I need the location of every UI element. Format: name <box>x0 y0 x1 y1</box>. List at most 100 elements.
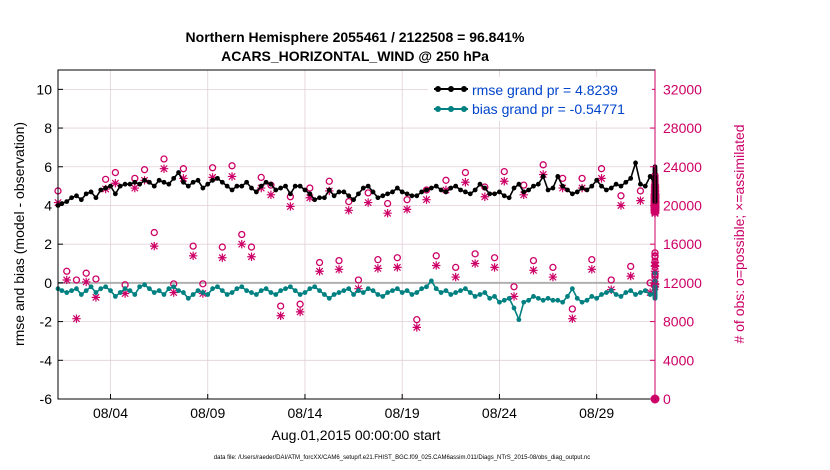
obs-possible-marker <box>335 256 343 265</box>
bias-point <box>433 286 439 292</box>
rmse-point <box>268 181 274 187</box>
obs-assimilated-marker <box>402 205 412 214</box>
obs-possible-marker <box>72 276 81 284</box>
bias-point <box>608 288 614 294</box>
rmse-point <box>258 183 264 189</box>
bias-point <box>200 290 206 295</box>
obs-possible-marker <box>354 276 363 284</box>
rmse-point <box>98 187 104 193</box>
rmse-point <box>312 197 318 203</box>
bias-point <box>404 288 410 294</box>
rmse-point <box>438 187 444 193</box>
rmse-point <box>618 183 624 189</box>
bias-point <box>501 297 507 303</box>
legend-rmse-label: rmse grand pr = 4.8239 <box>472 82 618 98</box>
bias-point <box>472 294 478 299</box>
obs-assimilated-marker <box>509 292 519 301</box>
bias-point <box>273 292 279 297</box>
bias-point <box>253 292 259 297</box>
left-axis-tick-label: 6 <box>44 159 52 175</box>
rmse-point <box>365 183 371 189</box>
footnote: data file: /Users/raeder/DAI/ATM_forcXX/… <box>214 455 590 461</box>
obs-assimilated-marker <box>636 196 645 205</box>
rmse-point <box>156 177 162 183</box>
bias-point <box>424 284 429 290</box>
rmse-point <box>492 191 497 197</box>
rmse-point <box>161 179 167 185</box>
rmse-point <box>404 191 410 197</box>
rmse-point <box>501 193 507 199</box>
bias-point <box>360 290 366 295</box>
bias-point <box>244 288 250 294</box>
right-axis-tick-label: 8000 <box>663 314 694 330</box>
rmse-point <box>467 191 473 197</box>
left-axis-tick-label: 4 <box>44 197 52 213</box>
bias-point <box>346 286 352 292</box>
bias-point <box>322 292 327 297</box>
bias-point <box>336 290 342 295</box>
rmse-point <box>642 183 648 189</box>
rmse-point <box>185 183 191 189</box>
obs-assimilated-marker <box>150 241 159 251</box>
left-axis: -6 -4 -2 0 2 4 6 8 10 <box>36 81 63 407</box>
bias-point <box>263 286 269 292</box>
bias-point <box>613 292 619 297</box>
rmse-point <box>628 175 634 181</box>
rmse-point <box>331 193 337 199</box>
bias-point <box>540 297 546 303</box>
bias-point <box>574 295 580 301</box>
bias-point <box>428 278 434 284</box>
rmse-point <box>190 179 196 185</box>
bias-point <box>516 317 522 323</box>
bias-point <box>297 292 303 297</box>
obs-assimilated-marker <box>363 198 373 207</box>
rmse-point <box>103 185 109 191</box>
rmse-point <box>409 193 415 199</box>
rmse-point <box>569 191 575 197</box>
obs-possible-marker <box>549 263 557 272</box>
bias-point <box>171 284 177 290</box>
obs-possible-marker <box>578 174 586 183</box>
rmse-point <box>292 183 298 189</box>
rmse-point <box>249 185 254 191</box>
bias-point <box>190 292 196 297</box>
obs-possible-marker <box>160 155 168 163</box>
bias-point <box>137 284 143 290</box>
right-axis-tick-label: 4000 <box>663 352 694 368</box>
bias-point <box>112 294 118 299</box>
obs-assimilated-marker <box>393 263 402 272</box>
bias-point <box>317 288 322 294</box>
obs-assimilated-marker <box>529 266 538 275</box>
bias-point <box>69 288 75 294</box>
right-axis-tick-label: 32000 <box>663 81 702 97</box>
rmse-point <box>574 189 580 195</box>
bias-point <box>521 299 527 305</box>
bias-point <box>487 295 493 301</box>
obs-possible-marker <box>140 166 149 174</box>
bias-point <box>462 286 468 292</box>
rmse-point <box>69 195 75 201</box>
rmse-point <box>351 197 356 203</box>
obs-possible-marker <box>442 176 450 184</box>
bias-point <box>526 297 531 303</box>
obs-possible-marker <box>325 177 333 185</box>
rmse-point <box>64 199 70 205</box>
rmse-point <box>545 187 551 193</box>
bias-point <box>127 288 133 294</box>
rmse-point <box>137 181 143 187</box>
bias-point <box>365 286 371 292</box>
obs-assimilated-marker <box>111 179 120 188</box>
obs-assimilated-marker <box>130 183 140 193</box>
obs-assimilated-marker <box>344 206 353 215</box>
obs-possible-marker <box>500 167 508 176</box>
bias-point <box>351 292 356 297</box>
bias-point <box>599 292 604 297</box>
right-axis-tick-label: 20000 <box>663 197 702 213</box>
rmse-point <box>215 175 220 181</box>
obs-assimilated-marker <box>91 293 101 302</box>
bias-point <box>623 290 629 295</box>
obs-assimilated-marker <box>500 177 509 186</box>
x-axis: 08/04 08/09 08/14 08/19 08/24 08/29 <box>93 394 614 421</box>
rmse-point <box>599 183 604 189</box>
bias-point <box>108 288 113 294</box>
